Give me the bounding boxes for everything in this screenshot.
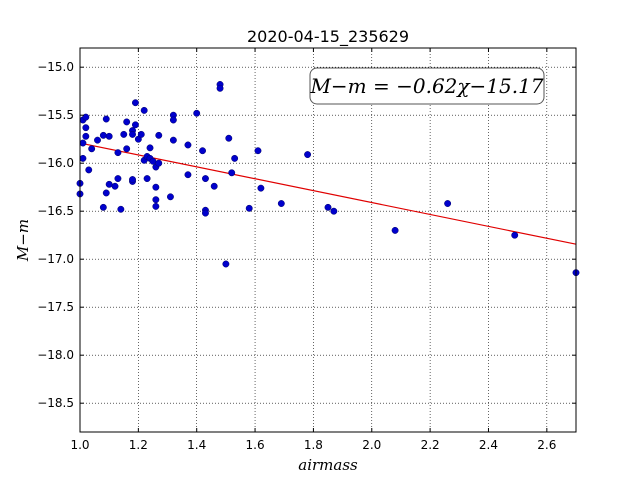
data-point <box>143 175 151 183</box>
data-point <box>117 205 125 213</box>
x-tick-label: 2.4 <box>479 438 498 452</box>
x-tick-label: 2.2 <box>421 438 440 452</box>
x-tick-label: 1.4 <box>187 438 206 452</box>
data-point <box>82 124 90 132</box>
data-point <box>228 169 236 177</box>
data-point <box>202 175 209 183</box>
data-point <box>131 121 139 129</box>
y-tick-label: −17.0 <box>37 252 74 266</box>
data-point <box>146 144 154 152</box>
plot-frame <box>79 47 577 433</box>
data-point <box>85 166 93 174</box>
data-points <box>76 81 580 277</box>
data-point <box>245 204 253 212</box>
x-tick-label: 1.2 <box>129 438 148 452</box>
data-point <box>114 175 122 183</box>
data-point <box>216 84 224 92</box>
y-tick-label: −18.0 <box>37 348 74 362</box>
data-point <box>330 207 338 215</box>
data-point <box>231 154 239 162</box>
data-point <box>123 118 131 126</box>
data-point <box>184 141 192 149</box>
data-point <box>199 147 206 155</box>
data-point <box>210 182 218 190</box>
data-point <box>277 200 285 207</box>
data-point <box>99 131 107 139</box>
data-point <box>123 145 131 153</box>
data-point <box>304 151 312 159</box>
data-point <box>94 136 101 144</box>
data-point <box>257 184 265 192</box>
data-point <box>99 203 107 211</box>
data-point <box>511 231 519 239</box>
fit-line-group <box>79 142 577 245</box>
data-point <box>102 115 110 123</box>
data-point <box>193 109 201 117</box>
x-tick-label: 1.6 <box>246 438 265 452</box>
y-tick-label: −15.0 <box>37 60 74 74</box>
annotation-box: M−m = −0.62χ−15.17 <box>309 67 545 105</box>
data-point <box>152 183 160 191</box>
data-point <box>129 176 136 183</box>
data-point <box>131 99 139 107</box>
y-axis-label: M−m <box>14 219 32 262</box>
fit-equation: M−m = −0.62χ−15.17 <box>309 74 543 98</box>
data-point <box>169 136 177 144</box>
data-point <box>105 132 113 140</box>
data-point <box>324 203 332 211</box>
y-tick-label: −17.5 <box>37 300 74 314</box>
data-point <box>202 209 209 217</box>
data-point <box>120 130 128 138</box>
chart-title: 2020-04-15_235629 <box>247 27 409 47</box>
x-tick-label: 1.8 <box>304 438 323 452</box>
data-point <box>152 196 160 204</box>
data-point <box>155 131 163 139</box>
y-tick-label: −16.5 <box>37 204 74 218</box>
data-point <box>225 134 233 142</box>
y-tick-label: −16.0 <box>37 156 74 170</box>
data-point <box>114 149 122 157</box>
data-point <box>166 193 174 201</box>
x-tick-label: 1.0 <box>70 438 89 452</box>
data-point <box>79 154 87 162</box>
data-point <box>82 132 90 140</box>
data-point <box>140 106 148 114</box>
data-point <box>105 180 113 188</box>
data-point <box>391 226 399 234</box>
data-point <box>137 130 145 138</box>
data-point <box>111 182 119 190</box>
y-tick-label: −18.5 <box>37 396 74 410</box>
data-point <box>149 157 157 165</box>
data-point <box>129 130 136 138</box>
data-point <box>79 139 87 147</box>
data-point <box>184 171 192 179</box>
data-point <box>155 159 163 167</box>
x-tick-label: 2.6 <box>537 438 556 452</box>
data-point <box>254 147 262 155</box>
data-point <box>152 202 160 210</box>
y-tick-label: −15.5 <box>37 108 74 122</box>
data-point <box>444 200 452 207</box>
data-point <box>102 189 110 197</box>
data-point <box>88 145 96 153</box>
ticks: 1.0 1.2 1.4 1.6 1.8 2.0 2.2 2.4 2.6 −15.0 −15.5 −16… <box>37 48 576 452</box>
x-tick-label: 2.0 <box>362 438 381 452</box>
fit-line <box>79 142 577 245</box>
data-point <box>82 113 90 121</box>
x-axis-label: airmass <box>298 456 358 474</box>
data-point <box>222 260 230 268</box>
data-point <box>169 116 177 124</box>
